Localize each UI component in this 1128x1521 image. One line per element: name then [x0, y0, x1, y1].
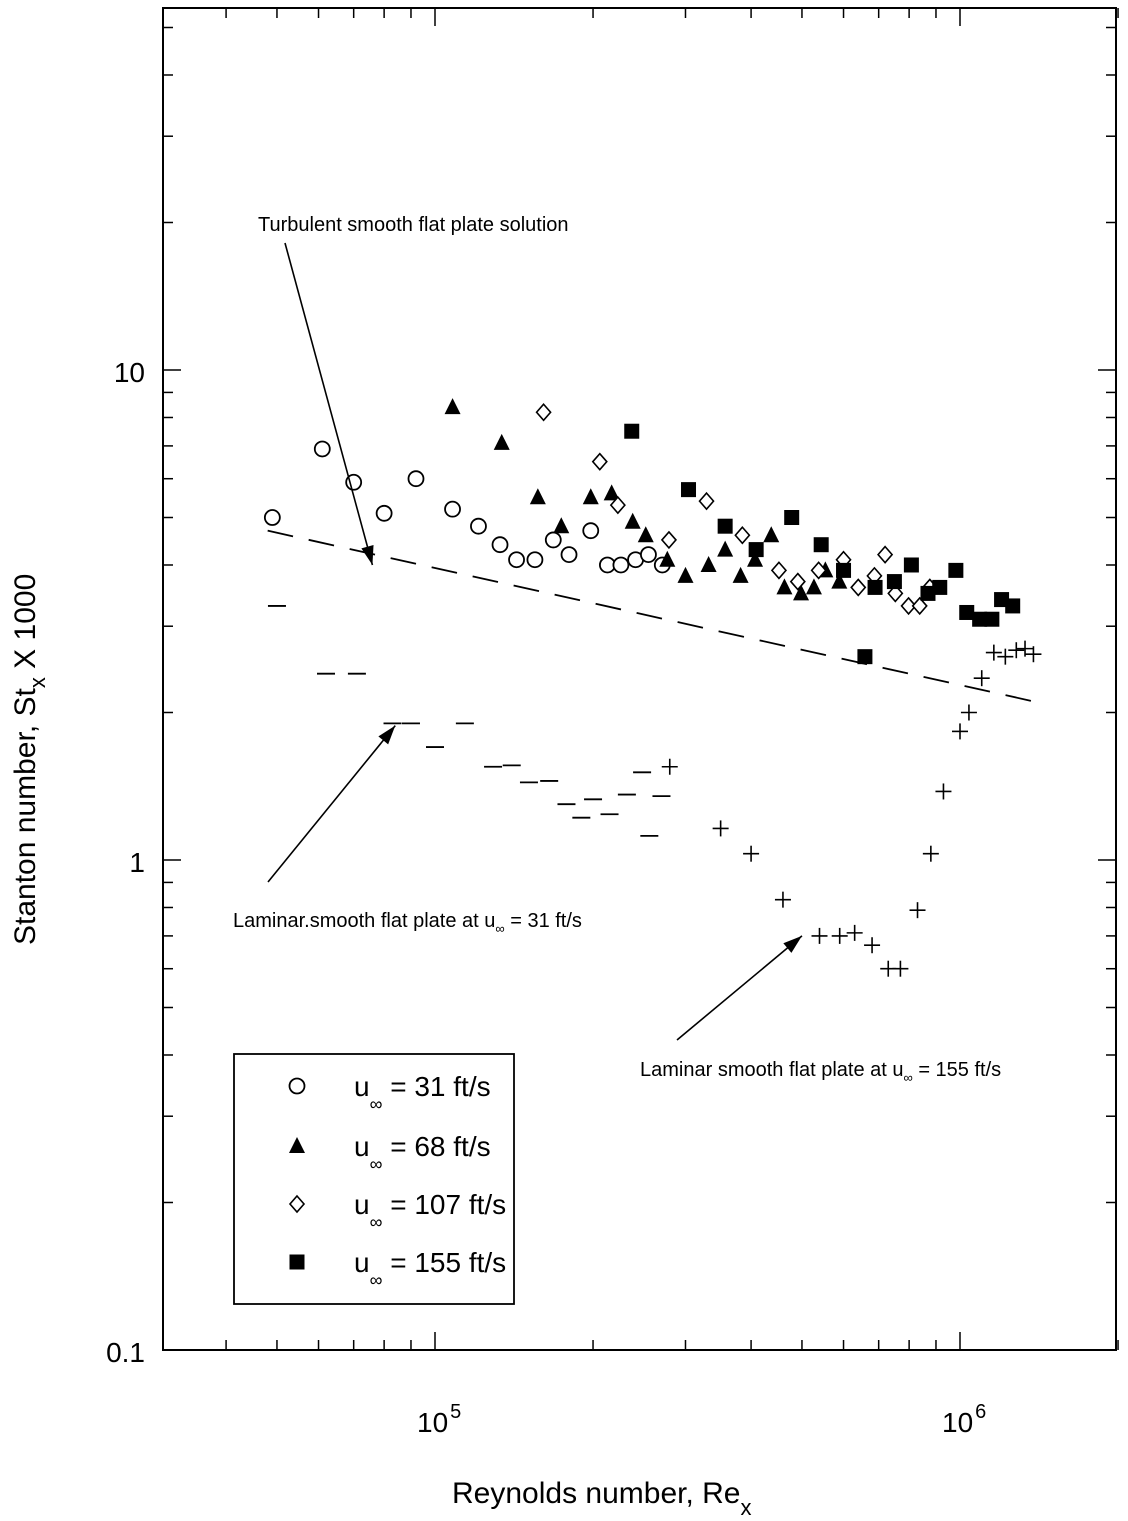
legend-marker-2 — [288, 1194, 306, 1214]
series-1-point — [776, 578, 793, 595]
series-2-point — [591, 452, 608, 471]
series-2-point — [900, 596, 917, 616]
series-0-point — [375, 504, 393, 522]
series-3-point — [932, 579, 948, 595]
series-1-point — [553, 517, 570, 534]
series-3-point — [886, 574, 902, 590]
series-1-point — [732, 566, 749, 583]
legend-marker-0 — [288, 1077, 306, 1095]
annotations: Turbulent smooth flat plate solution Lami… — [233, 214, 1001, 1085]
series-0-point — [491, 536, 509, 554]
series-1-point — [700, 555, 717, 572]
series-0-point — [526, 551, 544, 569]
series-1-point — [793, 584, 810, 601]
axis-titles: Reynolds number, Rex Stanton number, Stx … — [9, 574, 752, 1520]
series-3-point — [813, 537, 829, 553]
series-0-point — [612, 556, 630, 574]
annotation-turbulent-arrow-head — [361, 545, 374, 565]
annotation-turbulent: Turbulent smooth flat plate solution — [258, 214, 569, 236]
series-3-point — [959, 604, 975, 620]
y-axis-title: Stanton number, Stx X 1000 — [9, 574, 50, 945]
annotation-turbulent-arrow — [284, 242, 374, 566]
annotation-laminar-31-arrow — [267, 725, 396, 883]
series-2-point — [810, 561, 827, 580]
annotation-laminar-155-arrow-head — [783, 935, 802, 953]
x-tick-label: 10 5 — [417, 1401, 461, 1438]
series-3-point — [920, 585, 936, 601]
series-1-point — [717, 540, 734, 557]
series-3-point — [984, 611, 1000, 627]
turbulent-dashed-line — [267, 529, 1037, 703]
series-3-point — [948, 562, 964, 578]
series-3-point — [717, 518, 733, 534]
series-1-point — [603, 484, 620, 501]
series-1-point — [747, 550, 764, 567]
series-0-point — [544, 531, 562, 549]
annotation-laminar-155-arrow — [676, 935, 803, 1041]
annotation-laminar-155: Laminar smooth flat plate at u∞ = 155 ft… — [640, 1059, 1001, 1085]
series-1-point — [624, 512, 641, 529]
series-2-point — [850, 578, 867, 597]
x-axis-title: Reynolds number, Rex — [452, 1477, 752, 1520]
turbulent-reference-line — [267, 529, 1037, 703]
series-2-point — [887, 584, 904, 603]
data-points — [263, 398, 1021, 665]
series-3-point — [903, 557, 919, 573]
series-1-point — [493, 433, 510, 450]
series-2-point — [734, 526, 751, 545]
y-tick-label: 0.1 — [106, 1337, 145, 1368]
series-3-point — [681, 482, 697, 498]
series-1-point — [637, 526, 654, 543]
annotation-laminar-31-arrow-head — [378, 725, 396, 745]
y-tick-label: 1 — [129, 847, 145, 878]
series-2-point — [789, 572, 806, 591]
legend: u∞ = 31 ft/su∞ = 68 ft/su∞ = 107 ft/su∞ … — [233, 1053, 515, 1305]
annotation-laminar-31: Laminar.smooth flat plate at u∞ = 31 ft/… — [233, 910, 582, 936]
series-1-point — [444, 398, 461, 415]
series-3-point — [1005, 598, 1021, 614]
series-1-point — [831, 572, 848, 589]
series-3-point — [784, 510, 800, 526]
series-0-point — [640, 546, 657, 564]
series-1-point — [582, 488, 599, 505]
legend-box — [233, 1053, 515, 1305]
series-2-point — [698, 491, 715, 511]
legend-marker-3 — [289, 1254, 305, 1270]
series-2-point — [877, 545, 894, 564]
x-tick-label: 10 6 — [942, 1401, 986, 1438]
series-0-point — [313, 440, 331, 458]
series-0-point — [345, 473, 363, 491]
series-3-point — [836, 562, 852, 578]
series-2-point — [770, 561, 788, 580]
series-3-point — [624, 423, 640, 439]
series-0-point — [263, 509, 281, 526]
series-0-point — [407, 470, 425, 488]
series-3-point — [972, 611, 988, 627]
series-0-point — [560, 546, 578, 564]
laminar-marks — [267, 605, 1042, 977]
series-3-point — [857, 649, 873, 665]
axis-ticks — [163, 8, 1119, 1351]
series-0-point — [470, 517, 487, 535]
series-3-point — [748, 542, 764, 558]
series-0-point — [444, 500, 461, 518]
series-1-point — [805, 578, 822, 595]
series-2-point — [609, 495, 626, 515]
plot-frame — [162, 7, 1117, 1351]
series-0-point — [582, 522, 600, 540]
series-2-point — [535, 403, 552, 422]
series-2-point — [911, 596, 928, 616]
series-1-point — [529, 488, 546, 505]
series-2-point — [660, 530, 678, 550]
series-3-point — [867, 579, 883, 595]
series-0-point — [508, 551, 525, 569]
y-tick-label: 10 — [114, 357, 145, 388]
plot-border — [162, 7, 1117, 1351]
series-1-point — [763, 526, 780, 543]
series-1-point — [677, 566, 694, 583]
series-1-point — [659, 550, 676, 567]
legend-marker-1 — [289, 1137, 305, 1153]
